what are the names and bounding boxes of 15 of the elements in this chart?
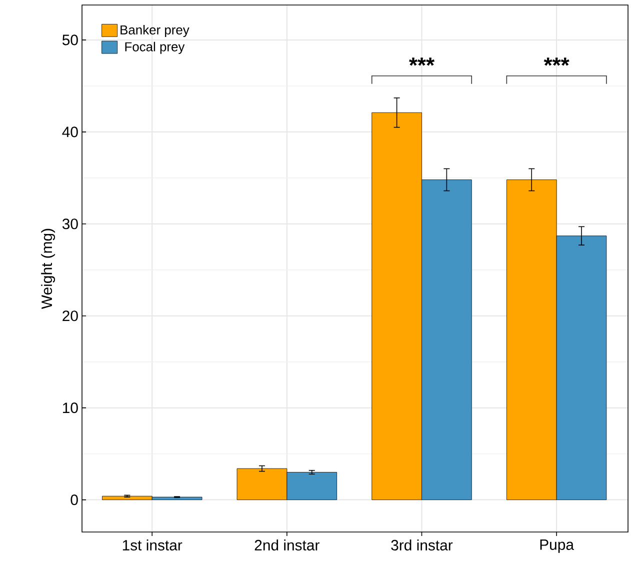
y-tick-label: 0: [70, 494, 78, 506]
x-tick-label: 1st instar: [122, 540, 182, 550]
x-tick-label: Pupa: [540, 540, 574, 553]
x-tick-label: 3rd instar: [391, 540, 453, 550]
legend-label: Focal prey: [125, 42, 185, 54]
y-tick-label: 40: [62, 126, 78, 138]
y-tick-label: 50: [62, 34, 78, 46]
y-tick-label: 30: [62, 218, 78, 230]
x-tick-label: 2nd instar: [254, 540, 320, 550]
y-tick-label: 20: [62, 310, 78, 322]
annotation: ***: [409, 58, 435, 66]
y-tick-label: 10: [63, 402, 78, 414]
y-axis-title: Weight (mg): [41, 228, 56, 309]
legend-label: Banker prey: [120, 24, 190, 38]
annotation: ***: [544, 58, 570, 66]
